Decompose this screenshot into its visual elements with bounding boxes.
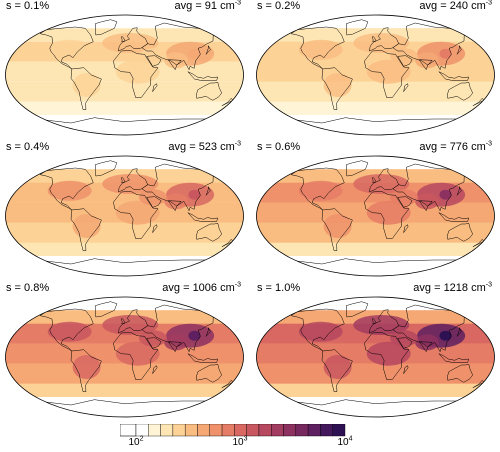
- average-concentration-label: avg = 523 cm-3: [168, 140, 241, 153]
- coastline: [287, 160, 485, 276]
- colorbar-swatch: [271, 424, 284, 437]
- colorbar: 102 103 104: [120, 424, 360, 452]
- colorbar-swatches: [120, 424, 346, 437]
- map-border: [256, 155, 495, 277]
- coastline: [287, 19, 485, 135]
- supersaturation-label: s = 0.8%: [6, 282, 50, 294]
- average-concentration-label: avg = 1218 cm-3: [413, 281, 492, 294]
- supersaturation-label: s = 0.1%: [6, 0, 50, 12]
- coastline: [36, 160, 234, 276]
- world-map: [256, 296, 495, 418]
- colorbar-swatch: [234, 424, 247, 437]
- world-map: [5, 155, 244, 277]
- colorbar-tick-label: 104: [337, 435, 353, 448]
- colorbar-swatch: [184, 424, 198, 437]
- map-panel-6: s = 1.0% avg = 1218 cm-3: [253, 281, 498, 420]
- average-concentration-label: avg = 91 cm-3: [174, 0, 241, 12]
- map-panel-1: s = 0.1% avg = 91 cm-3: [2, 0, 247, 138]
- world-map: [256, 14, 495, 136]
- supersaturation-label: s = 0.2%: [257, 0, 301, 12]
- average-concentration-label: avg = 776 cm-3: [419, 140, 492, 153]
- map-panel-3: s = 0.4% avg = 523 cm-3: [2, 140, 247, 279]
- world-map: [256, 155, 495, 277]
- coastline: [36, 301, 234, 417]
- world-map: [5, 296, 244, 418]
- colorbar-swatch: [160, 424, 174, 437]
- world-map: [5, 14, 244, 136]
- coastline: [36, 19, 234, 135]
- colorbar-swatch: [172, 424, 186, 437]
- supersaturation-label: s = 0.6%: [257, 141, 301, 153]
- map-border: [5, 155, 244, 277]
- colorbar-swatch: [135, 424, 149, 437]
- colorbar-swatch: [258, 424, 272, 437]
- average-concentration-label: avg = 240 cm-3: [419, 0, 492, 12]
- colorbar-swatch: [197, 424, 210, 437]
- map-border: [5, 14, 244, 136]
- colorbar-swatch: [209, 424, 223, 437]
- colorbar-swatch: [221, 424, 235, 437]
- colorbar-swatch: [295, 424, 309, 437]
- map-border: [5, 296, 244, 418]
- coastline: [287, 301, 485, 417]
- map-border: [256, 296, 495, 418]
- supersaturation-label: s = 1.0%: [257, 282, 301, 294]
- colorbar-tick-label: 102: [128, 435, 144, 448]
- map-panel-5: s = 0.8% avg = 1006 cm-3: [2, 281, 247, 420]
- average-concentration-label: avg = 1006 cm-3: [162, 281, 241, 294]
- supersaturation-label: s = 0.4%: [6, 141, 50, 153]
- colorbar-swatch: [320, 424, 333, 437]
- map-border: [256, 14, 495, 136]
- map-panel-4: s = 0.6% avg = 776 cm-3: [253, 140, 498, 279]
- colorbar-swatch: [307, 424, 321, 437]
- colorbar-swatch: [246, 424, 260, 437]
- colorbar-swatch: [283, 424, 297, 437]
- colorbar-swatch: [148, 424, 161, 437]
- map-panel-2: s = 0.2% avg = 240 cm-3: [253, 0, 498, 138]
- colorbar-tick-label: 103: [232, 435, 248, 448]
- colorbar-swatch: [332, 424, 346, 437]
